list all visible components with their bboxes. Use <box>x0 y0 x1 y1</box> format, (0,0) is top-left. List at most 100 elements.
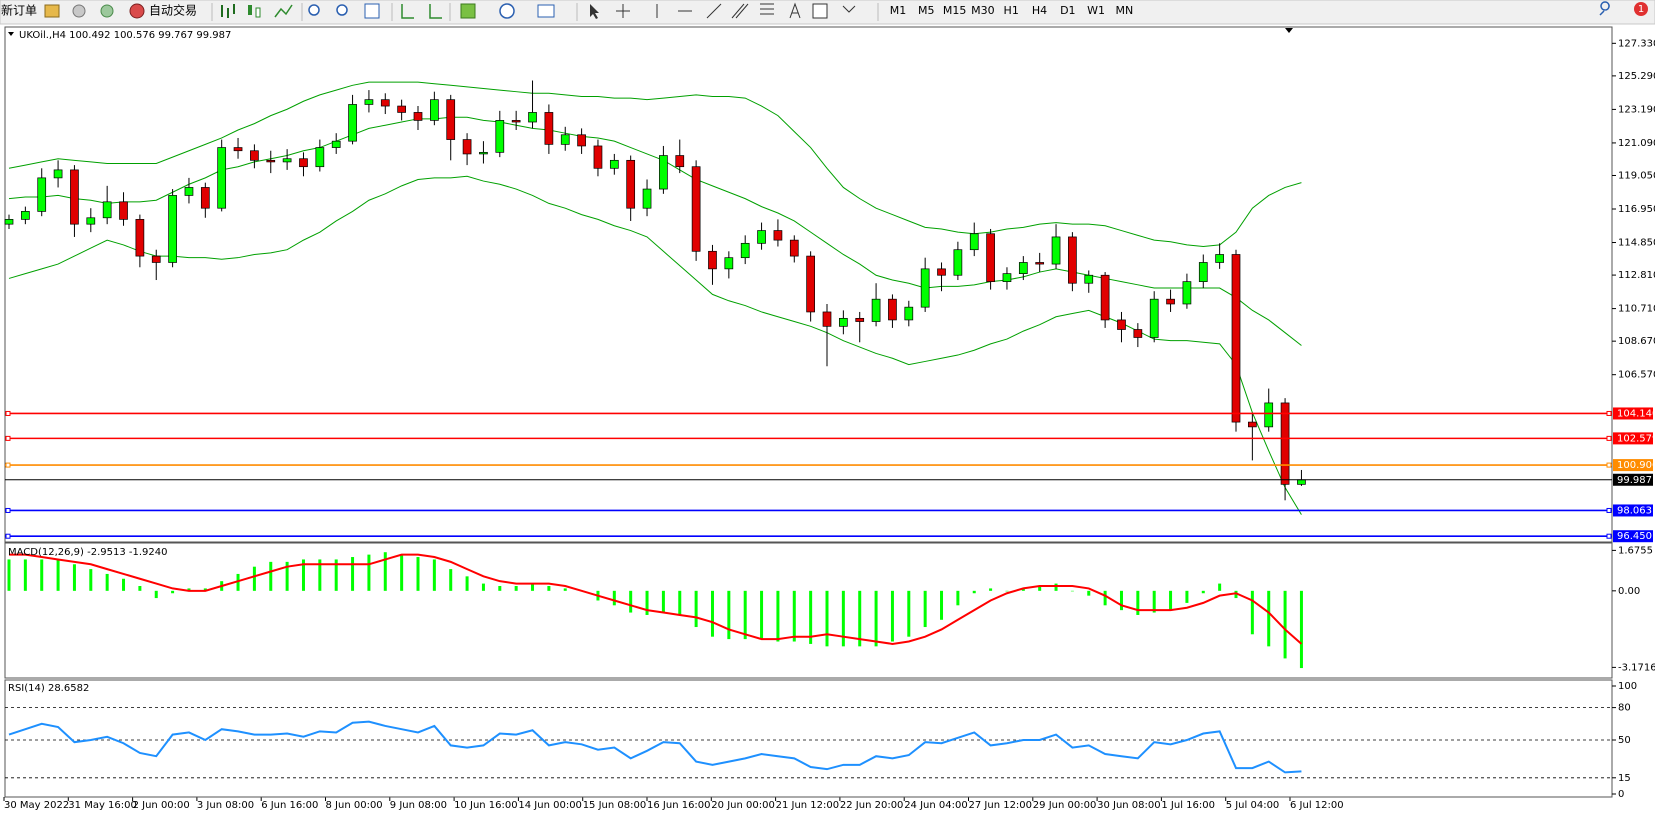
auto-trading-icon[interactable] <box>129 3 145 19</box>
candle-body <box>397 105 406 113</box>
timeframe-button[interactable]: H1 <box>1004 4 1019 17</box>
macd-bar <box>154 590 158 599</box>
candle-body <box>315 147 325 168</box>
macd-bar <box>1169 590 1173 611</box>
new-order-button[interactable]: 新订单 <box>1 3 37 18</box>
y-tick-label: 50 <box>1618 735 1631 746</box>
candle-body <box>21 211 30 220</box>
candles-icon[interactable] <box>255 7 261 18</box>
candle-body <box>119 201 128 220</box>
icon[interactable] <box>72 4 86 18</box>
candle-body <box>642 188 652 209</box>
cursor-icon[interactable] <box>590 4 599 19</box>
icon[interactable] <box>44 4 60 18</box>
tile-icon[interactable] <box>364 3 380 19</box>
channel-icon[interactable] <box>731 3 749 19</box>
candle-body <box>544 112 554 145</box>
timeframe-button[interactable]: M30 <box>971 4 995 17</box>
candle-body <box>1280 402 1290 485</box>
timeframe-button[interactable]: M5 <box>918 4 935 17</box>
line-chart-icon[interactable] <box>274 4 293 18</box>
shift-icon[interactable] <box>429 4 442 19</box>
macd-bar <box>956 590 960 606</box>
candle-body <box>1182 281 1192 305</box>
macd-bar <box>612 590 616 606</box>
search-icon[interactable] <box>1599 1 1610 16</box>
y-tick-label: 114.850 <box>1618 238 1655 249</box>
alerts-badge[interactable] <box>1634 2 1648 16</box>
x-tick-label: 10 Jun 16:00 <box>454 800 518 811</box>
level-label: 102.579 <box>1617 433 1655 444</box>
macd-bar <box>187 588 191 591</box>
macd-bar <box>645 590 649 615</box>
candle-body <box>577 134 586 147</box>
macd-bar <box>122 578 126 591</box>
macd-bar <box>825 590 829 647</box>
candles-icon[interactable] <box>248 5 252 15</box>
macd-bar <box>792 590 796 642</box>
candle-body <box>953 249 963 276</box>
rsi-line <box>8 720 1302 774</box>
periods-icon[interactable] <box>499 3 515 19</box>
candle-body <box>184 187 194 196</box>
macd-bar <box>678 590 682 615</box>
level-handle <box>5 533 11 539</box>
pane-frame <box>4 542 1613 679</box>
candle-body <box>380 99 390 107</box>
timeframe-button[interactable]: M1 <box>890 4 907 17</box>
candle-body <box>1084 274 1094 284</box>
level-handle <box>5 435 11 441</box>
macd-bar <box>1103 590 1107 606</box>
candle-body <box>1035 262 1045 265</box>
arrows-icon[interactable] <box>842 5 856 13</box>
x-tick-label: 21 Jun 12:00 <box>776 800 840 811</box>
candle-body <box>430 99 439 121</box>
x-tick-label: 6 Jul 12:00 <box>1290 800 1344 811</box>
candle-body <box>1215 254 1224 263</box>
level-handle <box>5 462 11 468</box>
candle-body <box>708 250 717 270</box>
macd-bar <box>171 590 175 594</box>
macd-bar <box>1218 583 1222 591</box>
x-tick-label: 1 Jul 16:00 <box>1161 800 1215 811</box>
candle-body <box>888 298 897 321</box>
y-tick-label: 80 <box>1618 703 1631 714</box>
macd-bar <box>1250 590 1254 635</box>
candle-body <box>86 217 96 225</box>
candle-body <box>724 257 734 270</box>
indicators-icon[interactable] <box>460 3 476 19</box>
timeframe-button[interactable]: MN <box>1116 4 1134 17</box>
y-tick-label: 0 <box>1618 789 1624 800</box>
icon[interactable] <box>100 4 114 18</box>
candle-body <box>904 306 914 321</box>
chart-title: UKOil.,H4 100.492 100.576 99.767 99.987 <box>19 30 231 41</box>
macd-bar <box>972 590 976 594</box>
zoom-out-icon[interactable] <box>336 4 348 16</box>
y-tick-label: 123.190 <box>1618 104 1655 115</box>
level-handle <box>1606 507 1612 513</box>
candle-body <box>1248 421 1257 428</box>
timeframe-button[interactable]: M15 <box>943 4 967 17</box>
timeframe-button[interactable]: H4 <box>1032 4 1047 17</box>
macd-bar <box>89 569 93 591</box>
timeframe-button[interactable]: D1 <box>1060 4 1075 17</box>
macd-bar <box>432 559 436 591</box>
label-icon[interactable] <box>812 3 828 19</box>
autoscroll-icon[interactable] <box>401 4 414 19</box>
macd-bar <box>907 590 911 637</box>
bar-chart-icon[interactable] <box>221 4 235 18</box>
timeframe-button[interactable]: W1 <box>1087 4 1105 17</box>
macd-bar <box>252 566 256 591</box>
zoom-in-icon[interactable] <box>308 4 320 16</box>
candle-body <box>348 104 357 142</box>
fibo-icon[interactable] <box>760 3 774 15</box>
x-tick-label: 16 Jun 16:00 <box>647 800 711 811</box>
templates-icon[interactable] <box>537 4 555 18</box>
text-icon[interactable] <box>789 2 801 19</box>
auto-trading-button[interactable]: 自动交易 <box>149 3 197 18</box>
crosshair-icon[interactable] <box>616 4 630 18</box>
candle-body <box>53 169 63 179</box>
level-handle <box>1606 410 1612 416</box>
trendline-icon[interactable] <box>706 3 722 19</box>
